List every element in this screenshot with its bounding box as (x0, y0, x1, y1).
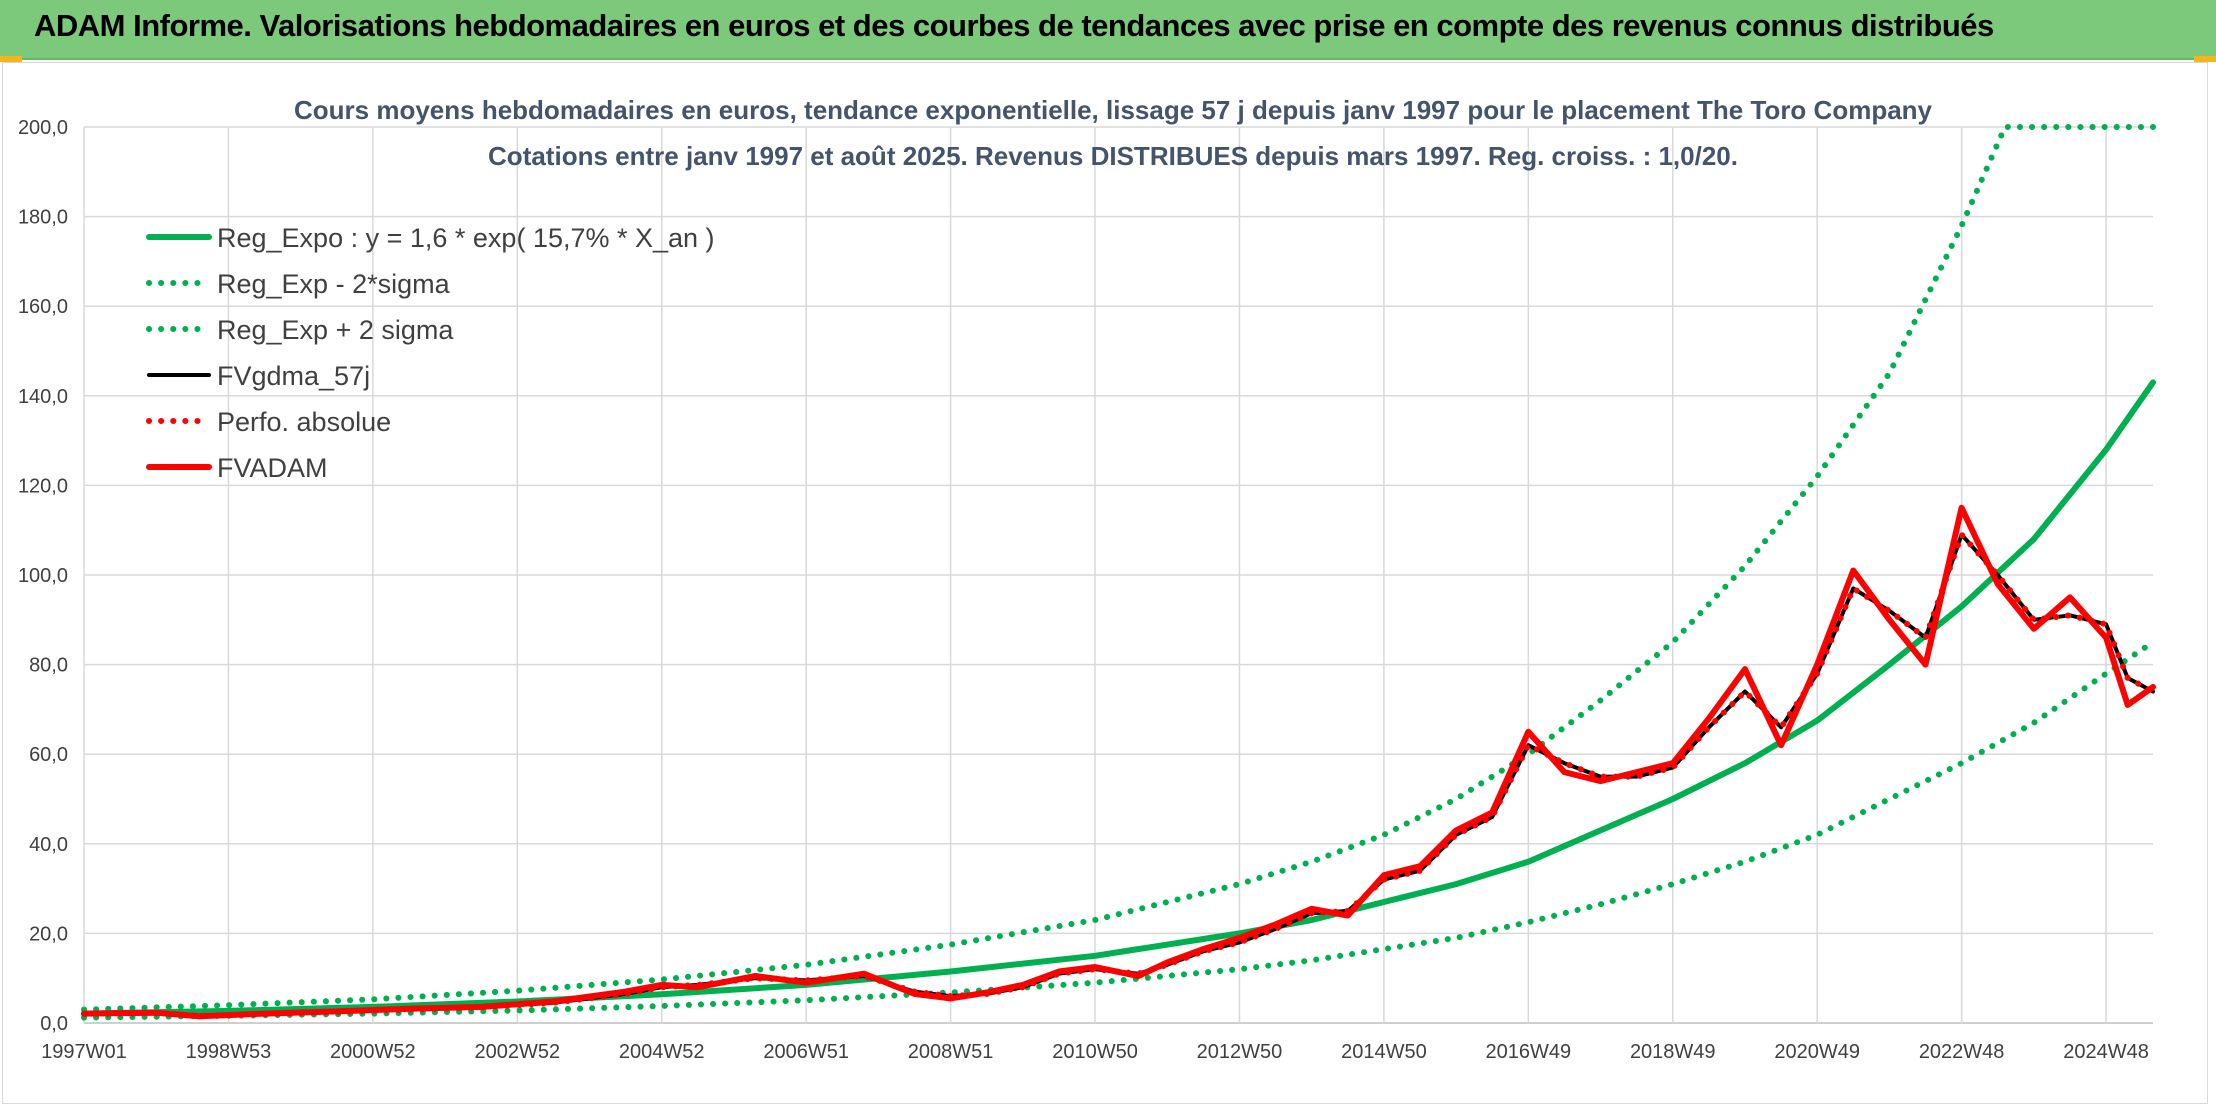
x-tick-label: 2006W51 (763, 1041, 849, 1063)
x-tick-label: 2014W50 (1341, 1041, 1427, 1063)
x-tick-label: 1998W53 (186, 1041, 272, 1063)
y-tick-label: 140,0 (18, 386, 68, 408)
x-tick-label: 1997W01 (41, 1041, 127, 1063)
chart-area: 0,0 20,0 40,0 60,0 80,0 100,0 120,0 140,0 160,0 1… (2, 62, 2208, 1104)
x-tick-label: 2000W52 (330, 1041, 416, 1063)
x-tick-label: 2016W49 (1486, 1041, 1572, 1063)
y-tick-label: 100,0 (18, 565, 68, 587)
report-title: ADAM Informe. Valorisations hebdomadaire… (34, 8, 1994, 43)
legend-label: Perfo. absolue (217, 407, 391, 437)
y-tick-label: 20,0 (29, 923, 68, 945)
x-tick-label: 2010W50 (1052, 1041, 1138, 1063)
banner-corner-right (2194, 56, 2216, 62)
x-tick-label: 2020W49 (1774, 1041, 1860, 1063)
y-tick-label: 0,0 (40, 1013, 68, 1035)
x-tick-label: 2018W49 (1630, 1041, 1716, 1063)
report-banner: ADAM Informe. Valorisations hebdomadaire… (0, 0, 2216, 60)
series-line-1 (81, 639, 2156, 1021)
chart-title: Cours moyens hebdomadaires en euros, ten… (294, 95, 1933, 125)
x-tick-label: 2012W50 (1197, 1041, 1283, 1063)
y-tick-label: 120,0 (18, 475, 68, 497)
x-tick-label: 2022W48 (1919, 1041, 2005, 1063)
y-tick-label: 80,0 (29, 655, 68, 677)
y-tick-label: 180,0 (18, 207, 68, 229)
banner-corner-left (0, 56, 22, 62)
legend-label: FVgdma_57j (217, 361, 370, 391)
legend-label: Reg_Exp - 2*sigma (217, 269, 451, 299)
line-chart: 0,0 20,0 40,0 60,0 80,0 100,0 120,0 140,0 160,0 1… (18, 95, 2156, 1063)
legend-label: Reg_Expo : y = 1,6 * exp( 15,7% * X_an ) (217, 223, 715, 253)
x-tick-label: 2024W48 (2063, 1041, 2149, 1063)
y-tick-label: 60,0 (29, 744, 68, 766)
legend-label: Reg_Exp + 2 sigma (217, 315, 454, 345)
x-tick-label: 2008W51 (908, 1041, 994, 1063)
series-line-0 (81, 379, 2156, 1017)
chart-subtitle: Cotations entre janv 1997 et août 2025. … (488, 141, 1738, 171)
series-line-5 (81, 504, 2156, 1020)
x-tick-label: 2002W52 (474, 1041, 560, 1063)
series-line-4 (81, 528, 2156, 1019)
series-line-2 (81, 124, 2156, 1013)
legend-label: FVADAM (217, 453, 328, 483)
x-tick-label: 2004W52 (619, 1041, 705, 1063)
y-tick-label: 160,0 (18, 296, 68, 318)
y-tick-label: 40,0 (29, 834, 68, 856)
y-tick-label: 200,0 (18, 117, 68, 139)
